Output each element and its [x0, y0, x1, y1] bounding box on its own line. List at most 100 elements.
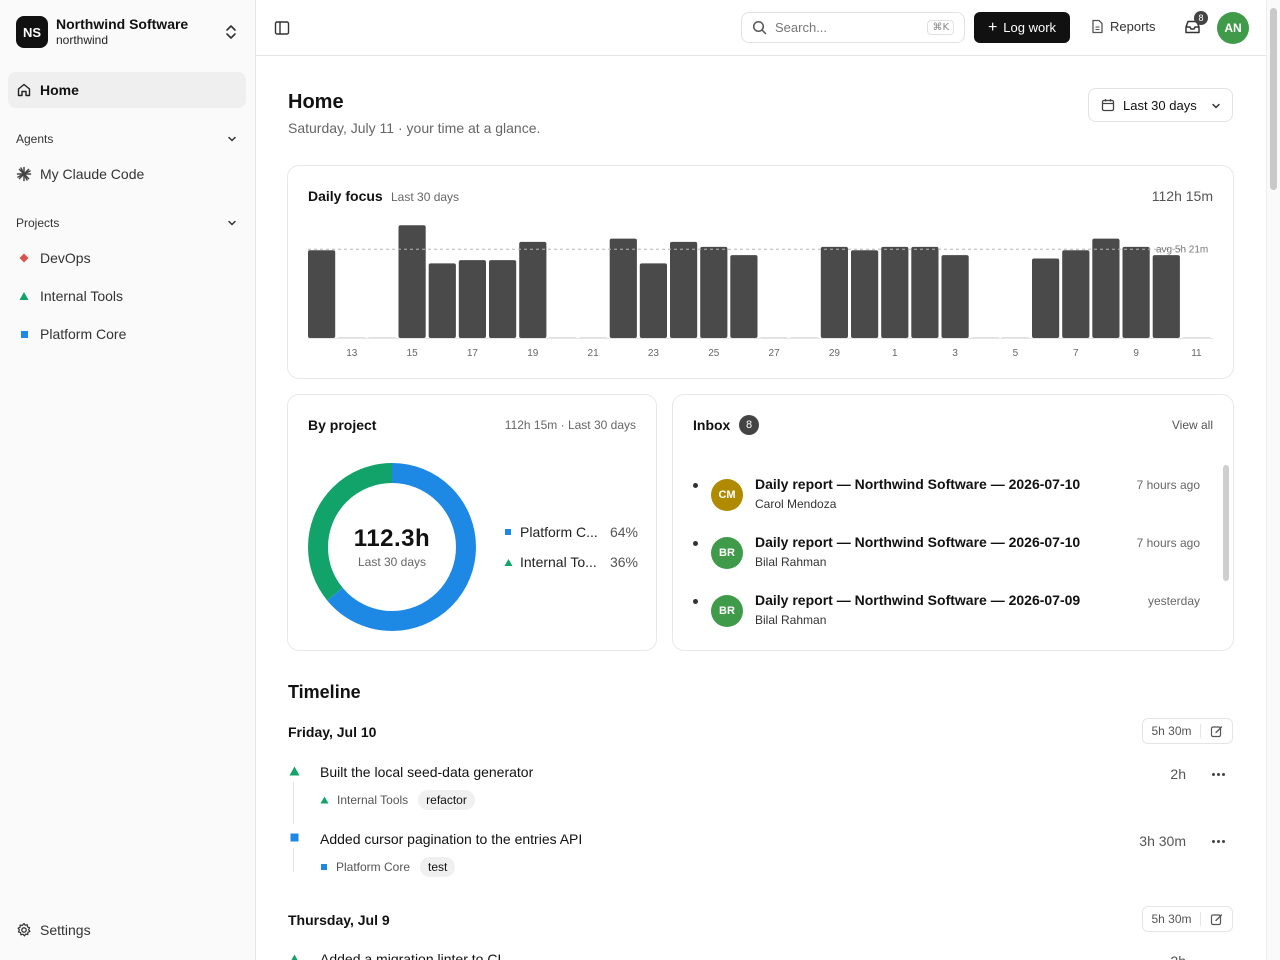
chart-bar [1122, 246, 1150, 338]
chart-tick-label: 17 [467, 348, 479, 359]
page-subtitle: Saturday, July 11 · your time at a glanc… [288, 120, 541, 136]
day-total: 5h 30m [1142, 718, 1233, 744]
inbox-message[interactable]: CM Daily report — Northwind Software — 2… [693, 475, 1200, 525]
timeline-title: Timeline [288, 682, 361, 702]
chart-tick-label: 9 [1133, 348, 1139, 359]
chart-bar [820, 246, 848, 338]
log-work-button[interactable]: + Log work [974, 12, 1070, 43]
sidebar-toggle-icon[interactable] [274, 20, 290, 36]
avatar: CM [711, 479, 743, 511]
donut-total: 112.3h [353, 525, 431, 552]
reports-button[interactable]: Reports [1091, 19, 1156, 34]
search-input[interactable] [775, 20, 915, 35]
inbox-message[interactable]: BR Daily report — Northwind Software — 2… [693, 591, 1200, 641]
page-scrollbar[interactable] [1266, 0, 1280, 960]
inbox-card: Inbox 8 View all CM Daily report — North… [672, 394, 1234, 651]
date-range-select[interactable]: Last 30 days [1088, 88, 1233, 122]
chart-bar-empty [1001, 337, 1029, 338]
chart-bar [308, 250, 336, 338]
legend-item: Internal To... 36% [502, 554, 638, 570]
sidebar-item-label: Internal Tools [40, 288, 124, 304]
sidebar-item-my-claude-code[interactable]: My Claude Code [16, 162, 240, 186]
chart-bar-empty [760, 337, 788, 338]
daily-focus-range: Last 30 days [391, 190, 460, 204]
avatar: BR [711, 537, 743, 569]
document-icon [1092, 19, 1103, 34]
search-box[interactable]: ⌘K [741, 12, 965, 43]
log-work-label: Log work [1003, 20, 1057, 35]
chart-bar-empty [368, 337, 396, 338]
entry-tag: test [420, 857, 456, 877]
entry-duration: 2h [1170, 766, 1186, 782]
day-total-value: 5h 30m [1143, 724, 1201, 738]
chart-tick-label: 27 [769, 348, 781, 359]
sidebar-item-home[interactable]: Home [8, 72, 246, 108]
edit-day-button[interactable] [1201, 725, 1232, 738]
agents-section-toggle[interactable]: Agents [16, 132, 238, 146]
inbox-scrollbar-thumb[interactable] [1223, 465, 1229, 581]
entry-title[interactable]: Added cursor pagination to the entries A… [320, 831, 583, 847]
entry-title[interactable]: Added a migration linter to CI [320, 951, 502, 960]
sidebar-item-platform-core[interactable]: Platform Core [16, 322, 240, 346]
day-total-value: 5h 30m [1143, 912, 1201, 926]
entry-duration: 3h 30m [1139, 833, 1186, 849]
legend-item: Platform C... 64% [502, 524, 638, 540]
chart-bar [428, 263, 456, 338]
sidebar-item-settings[interactable]: Settings [16, 922, 91, 938]
chart-tick-label: 21 [588, 348, 600, 359]
workspace-switcher[interactable]: NS Northwind Software northwind [16, 16, 240, 48]
day-header: Thursday, Jul 9 [288, 912, 390, 928]
timeline-connector [293, 848, 294, 872]
chevron-updown-icon [226, 25, 236, 39]
sidebar-item-devops[interactable]: DevOps [16, 246, 240, 270]
view-all-link[interactable]: View all [1171, 418, 1213, 432]
page-title: Home [288, 91, 344, 113]
sidebar-item-internal-tools[interactable]: Internal Tools [16, 284, 240, 308]
legend-label: Internal To... [520, 554, 597, 570]
message-title: Daily report — Northwind Software — 2026… [755, 534, 1081, 550]
avatar: BR [711, 595, 743, 627]
calendar-icon [1101, 99, 1115, 112]
edit-icon [1210, 913, 1223, 925]
triangle-marker-icon [504, 558, 512, 566]
chart-bar [639, 263, 667, 338]
square-marker-icon [321, 864, 327, 870]
chart-bar [1032, 258, 1060, 338]
unread-dot [693, 483, 698, 488]
legend-label: Platform C... [520, 524, 598, 540]
unread-dot [693, 541, 698, 546]
edit-icon [1210, 725, 1223, 737]
entry-duration: 2h [1170, 953, 1186, 960]
inbox-title: Inbox [693, 417, 731, 433]
more-options-button[interactable] [1212, 773, 1226, 776]
inbox-scrollbar[interactable] [1222, 465, 1230, 633]
message-time: 7 hours ago [1136, 478, 1200, 492]
entry-marker [288, 766, 300, 776]
chart-bar [1062, 250, 1090, 338]
edit-day-button[interactable] [1201, 913, 1232, 926]
legend-percent: 64% [609, 524, 638, 540]
chart-bar [670, 241, 698, 338]
gear-icon [17, 922, 31, 937]
chart-tick-label: 11 [1191, 348, 1202, 359]
entry-title[interactable]: Built the local seed-data generator [320, 764, 534, 780]
chart-bar [881, 246, 909, 338]
user-avatar[interactable]: AN [1217, 12, 1249, 44]
entry-project: Platform Core [336, 860, 411, 874]
sidebar-item-label: DevOps [40, 250, 91, 266]
triangle-marker-icon [19, 292, 29, 300]
inbox-tray-icon[interactable] [1184, 19, 1201, 35]
sidebar-item-label: Platform Core [40, 326, 127, 342]
page-scrollbar-thumb[interactable] [1270, 8, 1277, 190]
message-author: Carol Mendoza [755, 497, 837, 511]
inbox-count-badge: 8 [739, 415, 759, 435]
entry-meta: Internal Tools refactor [320, 790, 475, 810]
daily-focus-title: Daily focus [308, 188, 383, 204]
day-header: Friday, Jul 10 [288, 724, 377, 740]
inbox-message[interactable]: BR Daily report — Northwind Software — 2… [693, 533, 1200, 583]
by-project-title: By project [308, 417, 377, 433]
more-options-button[interactable] [1212, 840, 1226, 843]
chart-bar-empty [1182, 337, 1210, 338]
day-total: 5h 30m [1142, 906, 1233, 932]
projects-section-toggle[interactable]: Projects [16, 216, 238, 230]
